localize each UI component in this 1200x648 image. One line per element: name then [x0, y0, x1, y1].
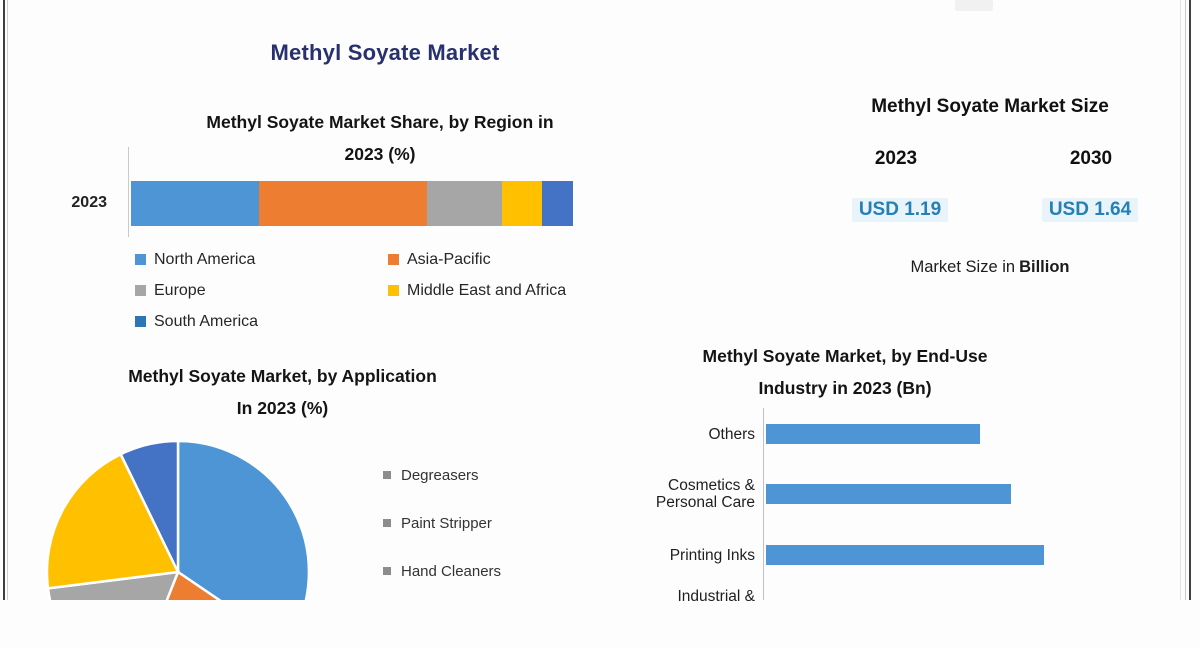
region-chart-category-label: 2023: [71, 194, 107, 211]
pie-legend-label: Degreasers: [401, 466, 479, 484]
pie-chart-title-line1: Methyl Soyate Market, by Application: [128, 366, 437, 386]
pie-legend-label: Paint Stripper: [401, 514, 492, 532]
market-size-caption-unit: Billion: [1019, 258, 1070, 276]
pie-chart-legend: Degreasers Paint Stripper Hand Cleaners: [383, 451, 501, 595]
region-legend-item: South America: [135, 306, 388, 337]
page-title: Methyl Soyate Market: [270, 40, 500, 65]
enduse-category-label-line: Personal Care: [655, 494, 755, 511]
enduse-category-label: Industrial &: [598, 588, 755, 605]
region-legend-label: South America: [154, 312, 259, 330]
pie-legend-label: Hand Cleaners: [401, 562, 502, 580]
pie-chart-title-line2: In 2023 (%): [236, 398, 329, 418]
pie-legend-item: Paint Stripper: [383, 499, 501, 547]
enduse-category-label: Cosmetics & Personal Care: [598, 477, 755, 511]
legend-swatch-icon: [388, 285, 399, 296]
enduse-category-label-line: Industrial &: [677, 588, 755, 605]
legend-swatch-icon: [383, 567, 391, 575]
pie-slice: [165, 570, 222, 600]
enduse-chart-axis-line: [763, 408, 764, 600]
market-size-value-2030: USD 1.64: [1020, 198, 1160, 222]
pie-slice: [45, 452, 180, 590]
pie-chart: [45, 439, 311, 600]
region-chart-title-line1: Methyl Soyate Market Share, by Region in: [206, 112, 554, 132]
region-bar: [131, 181, 573, 226]
pie-slice: [46, 570, 180, 600]
legend-swatch-icon: [383, 471, 391, 479]
legend-swatch-icon: [388, 254, 399, 265]
frame-border-right-mid: [1185, 0, 1186, 600]
region-bar-segment: [542, 181, 573, 226]
enduse-row: Cosmetics & Personal Care: [598, 463, 1158, 525]
region-bar-segment: [502, 181, 543, 226]
infographic-canvas: { "main_title": "Methyl Soyate Market", …: [3, 0, 1191, 605]
usd-value: USD 1.19: [851, 198, 949, 222]
enduse-category-label: Others: [598, 426, 755, 443]
enduse-row: Industrial &: [598, 585, 1158, 648]
usd-value: USD 1.64: [1041, 198, 1139, 222]
cropped-watermark-artifact: [955, 0, 993, 11]
region-legend-column: Asia-Pacific Middle East and Africa: [388, 244, 566, 337]
region-legend-item: North America: [135, 244, 388, 275]
region-bar-segment: [131, 181, 260, 226]
region-legend-column: North America Europe South America: [135, 244, 388, 337]
enduse-category-label-line: Others: [708, 425, 755, 443]
region-chart-title-line2: 2023 (%): [344, 144, 416, 164]
pie-slice: [176, 439, 311, 600]
enduse-chart-title-line1: Methyl Soyate Market, by End-Use: [702, 346, 988, 366]
region-legend-label: Europe: [154, 281, 206, 299]
enduse-category-label: Printing Inks: [598, 547, 755, 564]
frame-border-right-light: [1180, 0, 1181, 600]
pie-legend-item: Hand Cleaners: [383, 547, 501, 595]
legend-swatch-icon: [135, 316, 146, 327]
enduse-chart-title-line2: Industry in 2023 (Bn): [758, 378, 932, 398]
enduse-chart-title: Methyl Soyate Market, by End-Use Industr…: [595, 340, 1095, 404]
region-legend-label: Middle East and Africa: [407, 281, 567, 299]
market-size-year-2030: 2030: [1069, 148, 1113, 169]
enduse-row: Others: [598, 405, 1158, 463]
pie-legend-item: Degreasers: [383, 451, 501, 499]
region-chart-axis-line: [128, 147, 129, 237]
region-legend-label: Asia-Pacific: [407, 250, 491, 268]
region-bar-segment: [427, 181, 503, 226]
region-bar-segment: [259, 181, 428, 226]
frame-border-left-light: [7, 0, 8, 600]
legend-swatch-icon: [135, 285, 146, 296]
enduse-chart-rows: Others Cosmetics & Personal Care Printing I…: [598, 405, 1158, 648]
enduse-bar: [766, 484, 1011, 504]
pie-slice: [119, 439, 180, 573]
region-legend-label: North America: [154, 250, 256, 268]
legend-swatch-icon: [383, 519, 391, 527]
legend-swatch-icon: [135, 254, 146, 265]
enduse-category-label-line: Printing Inks: [669, 546, 755, 564]
enduse-bar: [766, 545, 1044, 565]
market-size-caption-prefix: Market Size in: [910, 258, 1016, 276]
region-legend-item: Middle East and Africa: [388, 275, 566, 306]
enduse-category-label-line: Cosmetics &: [668, 477, 755, 494]
enduse-row: Printing Inks: [598, 525, 1158, 585]
frame-border-right-dark: [1189, 0, 1191, 600]
market-size-title: Methyl Soyate Market Size: [871, 96, 1109, 117]
region-chart-title: Methyl Soyate Market Share, by Region in…: [105, 106, 655, 170]
enduse-bar: [766, 424, 980, 444]
region-legend-item: Asia-Pacific: [388, 244, 566, 275]
market-size-caption: Market Size in Billion: [840, 258, 1140, 277]
market-size-year-2023: 2023: [874, 148, 918, 169]
market-size-value-2023: USD 1.19: [830, 198, 970, 222]
frame-border-left-dark: [3, 0, 5, 600]
pie-chart-title: Methyl Soyate Market, by Application In …: [30, 360, 535, 424]
region-legend-item: Europe: [135, 275, 388, 306]
region-chart-legend: North America Europe South America Asia-Pac…: [135, 244, 566, 337]
